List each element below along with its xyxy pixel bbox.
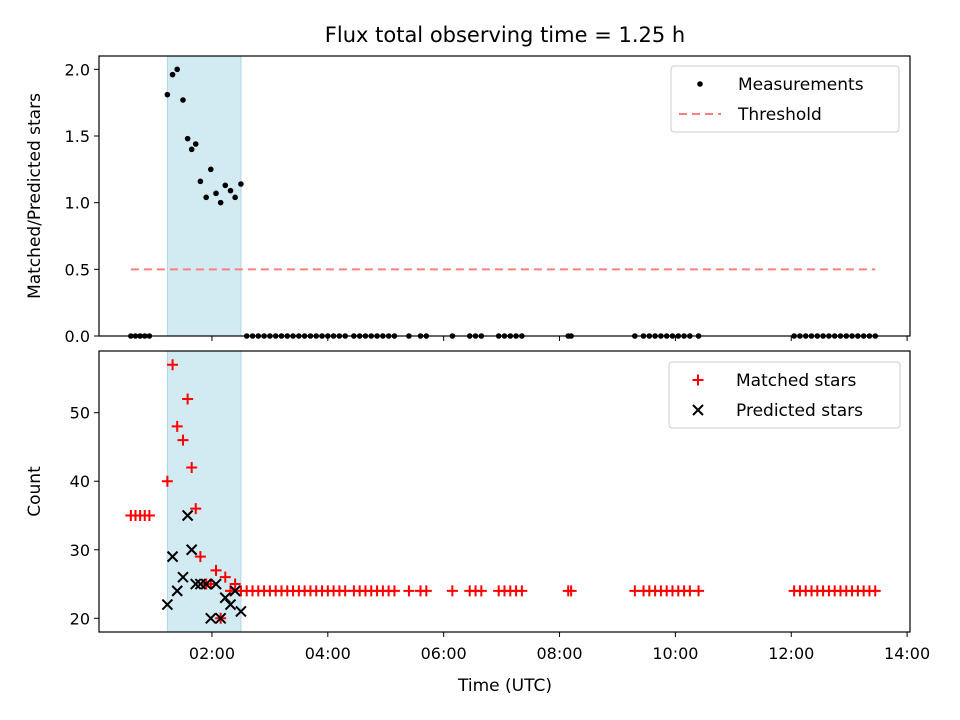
panel-top: 0.0 0.5 1.0 1.5 2.0 Matched/Predicted stars Me… xyxy=(25,55,911,346)
series-predicted-stars xyxy=(161,509,247,625)
y-tick-label: 30 xyxy=(70,541,90,560)
data-point xyxy=(167,359,179,371)
data-point xyxy=(194,551,206,563)
data-point xyxy=(219,592,231,604)
legend-frame xyxy=(668,361,901,429)
data-point xyxy=(205,612,217,625)
data-point xyxy=(174,66,181,73)
y-tick-label: 20 xyxy=(70,609,90,628)
data-point xyxy=(446,585,458,597)
legend-marker xyxy=(692,374,704,386)
data-point xyxy=(192,141,199,147)
x-tick-label: 08:00 xyxy=(536,644,582,663)
data-point xyxy=(161,598,174,611)
data-point xyxy=(219,571,231,583)
data-point xyxy=(186,462,198,474)
data-point xyxy=(166,550,179,563)
data-point xyxy=(177,434,189,446)
data-point xyxy=(188,146,195,153)
legend-label: Predicted stars xyxy=(736,401,863,421)
x-tick-label: 14:00 xyxy=(884,644,930,663)
y-tick-label: 1.0 xyxy=(65,194,90,213)
legend-marker xyxy=(692,404,704,416)
x-tick-label: 12:00 xyxy=(768,644,814,663)
data-point xyxy=(229,578,241,590)
legend-label: Measurements xyxy=(738,75,864,95)
data-point xyxy=(180,97,186,103)
data-point xyxy=(229,585,241,597)
data-point xyxy=(869,585,881,597)
data-point xyxy=(213,190,219,197)
x-tick-label: 02:00 xyxy=(189,644,235,663)
data-point xyxy=(222,182,229,189)
data-point xyxy=(238,181,244,187)
data-point xyxy=(164,91,171,98)
data-point xyxy=(169,71,176,78)
y-tick-label: 0.0 xyxy=(65,327,90,346)
data-point xyxy=(161,475,173,487)
axes-frame xyxy=(98,55,911,337)
x-tick-label: 06:00 xyxy=(421,644,467,663)
y-tick-label: 40 xyxy=(70,472,90,491)
x-tick-label: 10:00 xyxy=(652,644,698,663)
data-point xyxy=(516,585,528,597)
data-point xyxy=(177,571,189,583)
data-point xyxy=(388,585,400,597)
data-point xyxy=(475,585,487,597)
y-tick-label: 2.0 xyxy=(65,60,90,79)
data-point xyxy=(184,135,191,142)
panel-bottom: 20 30 40 50 02:00 04:00 06:00 08:00 10:00 12:00 14… xyxy=(25,350,930,663)
y-axis-label: Count xyxy=(25,466,45,517)
data-point xyxy=(693,585,705,597)
data-point xyxy=(227,187,234,194)
legend-label: Matched stars xyxy=(736,371,856,391)
chart-title: Flux total observing time = 1.25 h xyxy=(325,23,685,47)
data-point xyxy=(565,585,577,597)
y-axis-label: Matched/Predicted stars xyxy=(25,93,45,299)
y-tick-label: 0.5 xyxy=(65,260,90,279)
y-tick-label: 50 xyxy=(70,404,90,423)
data-point xyxy=(210,578,222,590)
data-point xyxy=(224,598,237,611)
y-tick-label: 1.5 xyxy=(65,127,90,146)
data-point xyxy=(208,166,214,173)
data-point xyxy=(181,509,194,522)
data-point xyxy=(214,612,227,625)
data-point xyxy=(182,393,194,405)
data-point xyxy=(217,199,224,206)
data-point xyxy=(171,585,183,597)
legend: Measurements Threshold xyxy=(670,65,900,133)
data-point xyxy=(200,578,212,590)
axes-frame xyxy=(98,350,911,633)
x-axis-label: Time (UTC) xyxy=(457,676,552,696)
data-point xyxy=(197,178,204,185)
data-point xyxy=(210,564,222,576)
data-point xyxy=(232,194,238,201)
legend: Matched stars Predicted stars xyxy=(668,361,901,429)
legend-label: Threshold xyxy=(737,105,822,125)
data-point xyxy=(203,194,209,201)
legend-marker xyxy=(697,81,703,87)
data-point xyxy=(190,503,202,515)
data-point xyxy=(143,509,155,521)
data-point xyxy=(403,585,415,597)
data-point xyxy=(420,585,432,597)
data-point xyxy=(171,420,183,432)
data-point xyxy=(235,605,247,618)
data-point xyxy=(190,578,202,590)
data-point xyxy=(185,544,198,556)
x-tick-label: 04:00 xyxy=(305,644,351,663)
legend-frame xyxy=(670,65,900,133)
